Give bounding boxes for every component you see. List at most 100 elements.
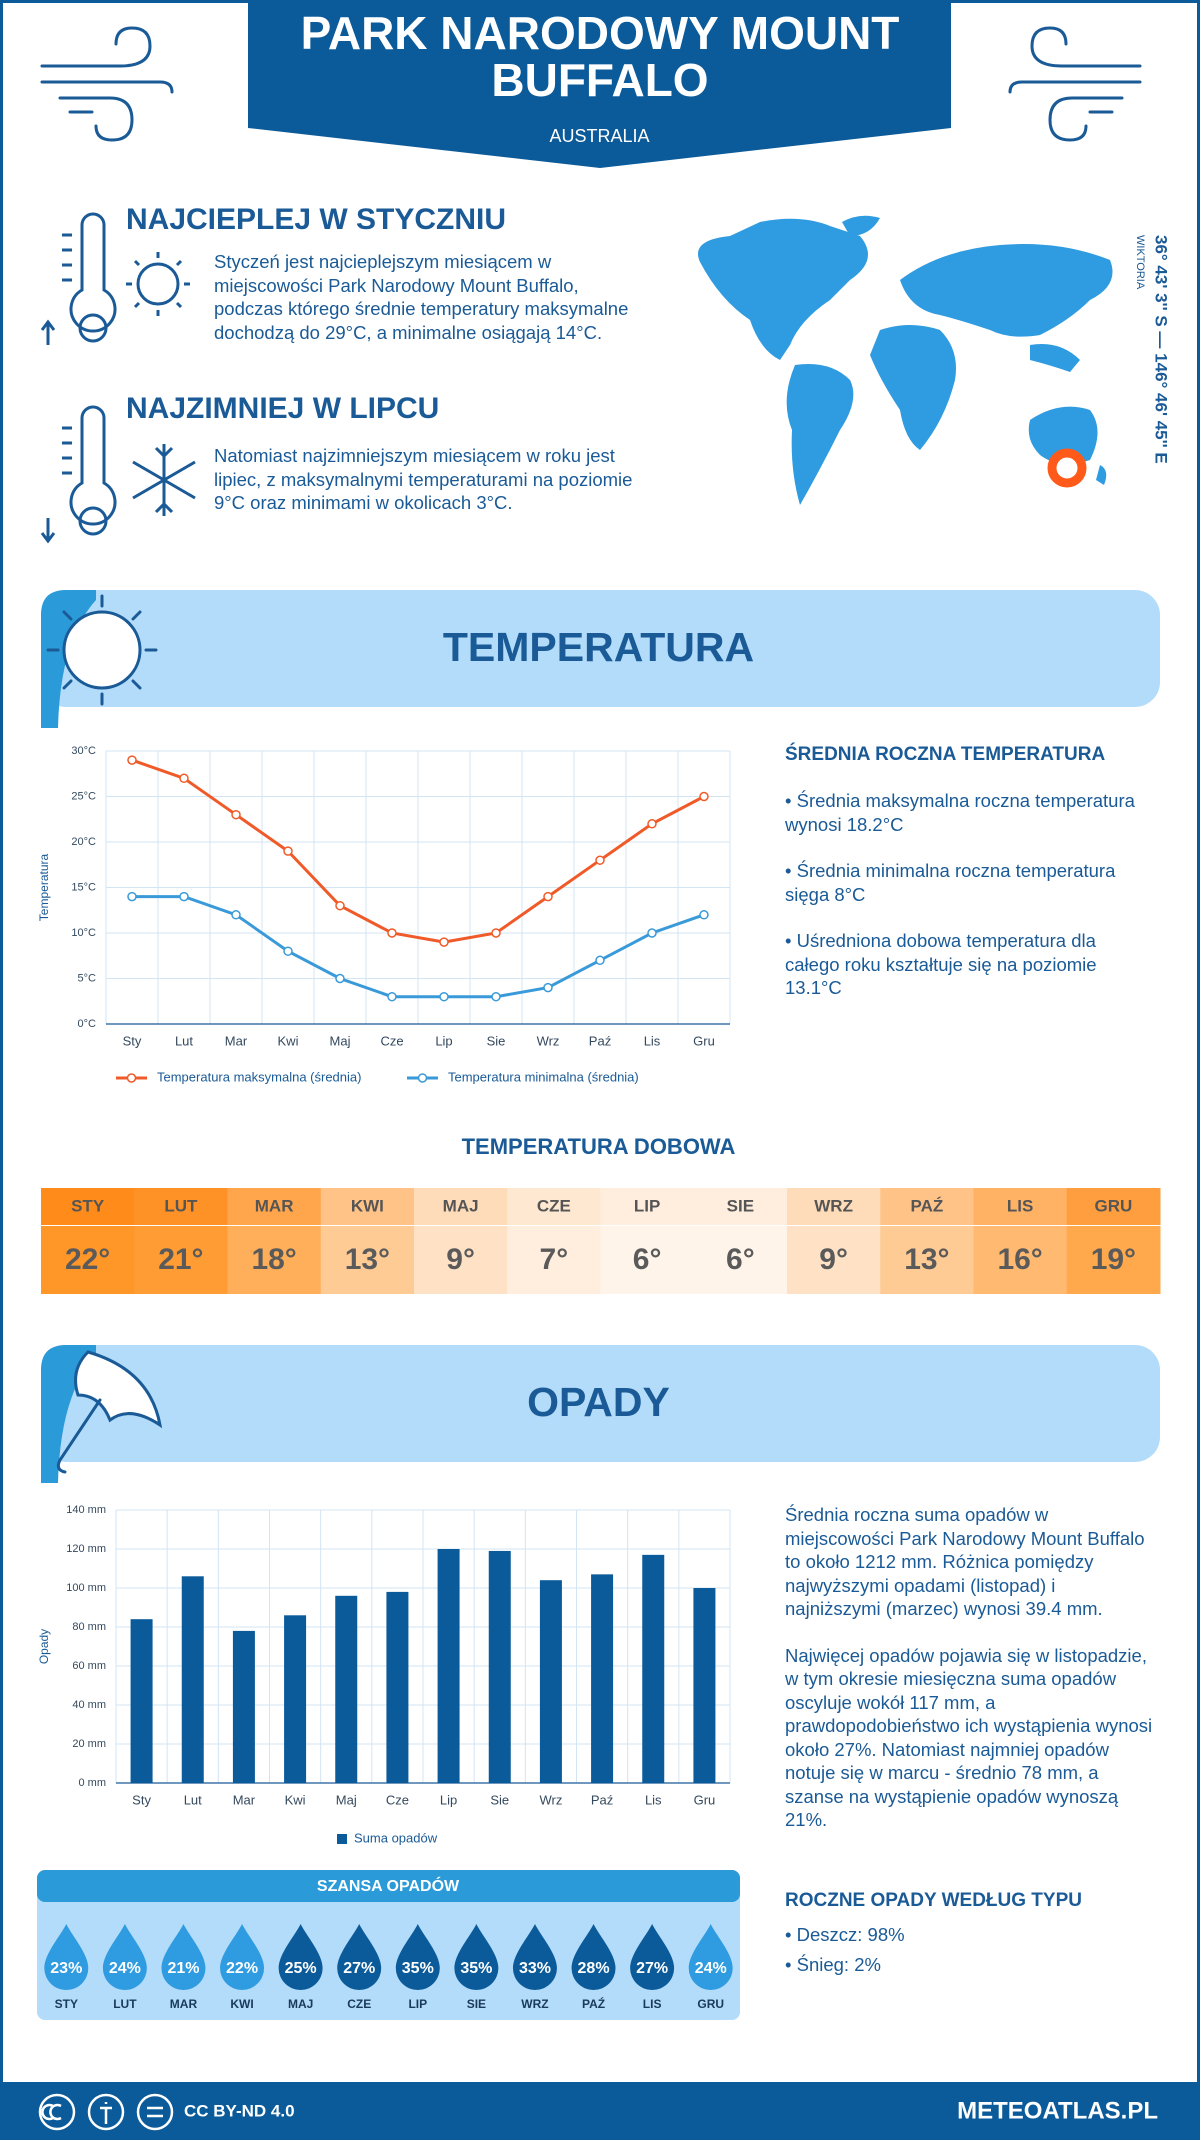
temperature-label: 13° — [345, 1243, 390, 1276]
point — [283, 846, 293, 856]
rain-chance-label: 21% — [167, 1960, 199, 1977]
precipitation-types: • Deszcz: 98% • Śnieg: 2% — [785, 1923, 1155, 1976]
line-series — [131, 758, 705, 944]
snowflake — [132, 444, 196, 516]
north-america — [698, 218, 868, 360]
southeast-asia — [1030, 344, 1080, 372]
rain-chance-label: 35% — [460, 1960, 492, 1977]
page-title: PARK NARODOWY MOUNT BUFFALO — [300, 7, 900, 106]
y-tick-label: 25°C — [71, 790, 96, 802]
license: CC BY-ND 4.0 — [184, 2101, 295, 2120]
month-header-cell — [320, 1188, 415, 1225]
month-label: STY — [71, 1196, 105, 1215]
point — [647, 819, 657, 829]
summary-item: • Uśredniona dobowa temperatura dla całe… — [785, 930, 1097, 998]
x-tick-label: Cze — [386, 1792, 409, 1807]
thermometer-scale — [40, 426, 72, 544]
point — [543, 982, 553, 993]
x-tick-label: Wrz — [539, 1792, 562, 1807]
nd-icon — [136, 2093, 174, 2131]
x-tick-label: Lis — [645, 1792, 662, 1807]
x-tick-label: Gru — [694, 1792, 716, 1807]
license-icons — [38, 2093, 174, 2131]
y-tick-label: 100 mm — [66, 1582, 106, 1594]
point — [335, 973, 345, 984]
y-tick-label: 40 mm — [72, 1699, 106, 1711]
month-header-cell — [134, 1188, 228, 1225]
month-label: LIP — [408, 1997, 427, 2011]
temperature-label: 9° — [819, 1243, 848, 1276]
month-label: KWI — [351, 1196, 384, 1215]
point — [699, 910, 709, 920]
temperature-label: 6° — [633, 1243, 662, 1276]
rain-drop — [102, 1924, 147, 1991]
rain-drop — [278, 1924, 323, 1991]
bar — [693, 1588, 716, 1783]
thermometer-warm-icon — [40, 212, 190, 345]
month-header-cell — [973, 1188, 1068, 1225]
point — [231, 809, 241, 820]
temperature-cell — [600, 1226, 695, 1294]
x-tick-label: Lut — [175, 1033, 193, 1048]
month-header-cell — [1066, 1188, 1161, 1225]
x-tick-label: Lis — [644, 1033, 661, 1048]
x-tick-label: Lut — [184, 1792, 202, 1807]
temperature-summary-title: ŚREDNIA ROCZNA TEMPERATURA — [785, 744, 1106, 765]
summary-item: • Średnia minimalna roczna temperatura s… — [785, 860, 1116, 905]
rain-chance-label: 27% — [636, 1960, 668, 1977]
temperature-cell — [1066, 1226, 1161, 1294]
banner-corner — [41, 590, 96, 728]
point — [179, 773, 189, 784]
bar — [591, 1574, 614, 1783]
temperature-label: 18° — [251, 1243, 296, 1276]
location-marker — [1047, 448, 1087, 488]
rain-chance-label: 35% — [402, 1960, 434, 1977]
temperature-label: 19° — [1091, 1243, 1136, 1276]
bar — [181, 1576, 204, 1783]
month-header-cell — [414, 1188, 508, 1225]
rain-drop — [220, 1924, 265, 1991]
rain-drop — [571, 1924, 616, 1991]
point — [335, 900, 345, 911]
bar — [232, 1630, 255, 1783]
eurasia — [900, 244, 1113, 337]
month-header-cell — [227, 1188, 322, 1225]
month-label: WRZ — [814, 1196, 853, 1215]
umbrella — [74, 1350, 163, 1429]
month-label: MAR — [255, 1196, 294, 1215]
rain-drop — [395, 1924, 440, 1991]
rain-chance-label: 25% — [285, 1960, 317, 1977]
point — [491, 991, 501, 1002]
wind-line — [1030, 26, 1142, 68]
coldest-title: NAJZIMNIEJ W LIPCU — [126, 392, 440, 425]
month-label: LIS — [1007, 1196, 1033, 1215]
x-tick-label: Sie — [490, 1792, 509, 1807]
x-tick-label: Kwi — [278, 1033, 299, 1048]
rain-chance-label: 27% — [343, 1960, 375, 1977]
month-label: PAŹ — [582, 1996, 605, 2011]
thermometer — [69, 212, 117, 333]
bar — [488, 1550, 511, 1783]
x-tick-label: Sty — [132, 1792, 151, 1807]
x-tick-label: Paź — [591, 1792, 613, 1807]
x-tick-label: Mar — [233, 1792, 256, 1807]
by-icon — [87, 2093, 125, 2131]
x-tick-label: Sie — [487, 1033, 506, 1048]
precipitation-type: • Deszcz: 98% — [785, 1924, 905, 1945]
thermometer-cold-icon — [40, 405, 196, 544]
y-tick-label: 5°C — [78, 972, 97, 984]
rain-drop — [688, 1924, 733, 1991]
temperature-cell — [320, 1226, 415, 1294]
y-tick-label: 20°C — [71, 836, 96, 848]
thermometer-bulb — [78, 506, 108, 536]
y-tick-label: 20 mm — [72, 1738, 106, 1750]
point — [543, 891, 553, 902]
greenland — [842, 215, 880, 236]
month-header-cell — [41, 1188, 135, 1225]
umbrella-handle — [56, 1398, 102, 1474]
x-tick-label: Sty — [123, 1033, 142, 1048]
month-label: LIP — [634, 1196, 660, 1215]
temperature-cell — [41, 1226, 135, 1294]
legend-point — [126, 1073, 137, 1083]
south-america — [786, 364, 854, 505]
